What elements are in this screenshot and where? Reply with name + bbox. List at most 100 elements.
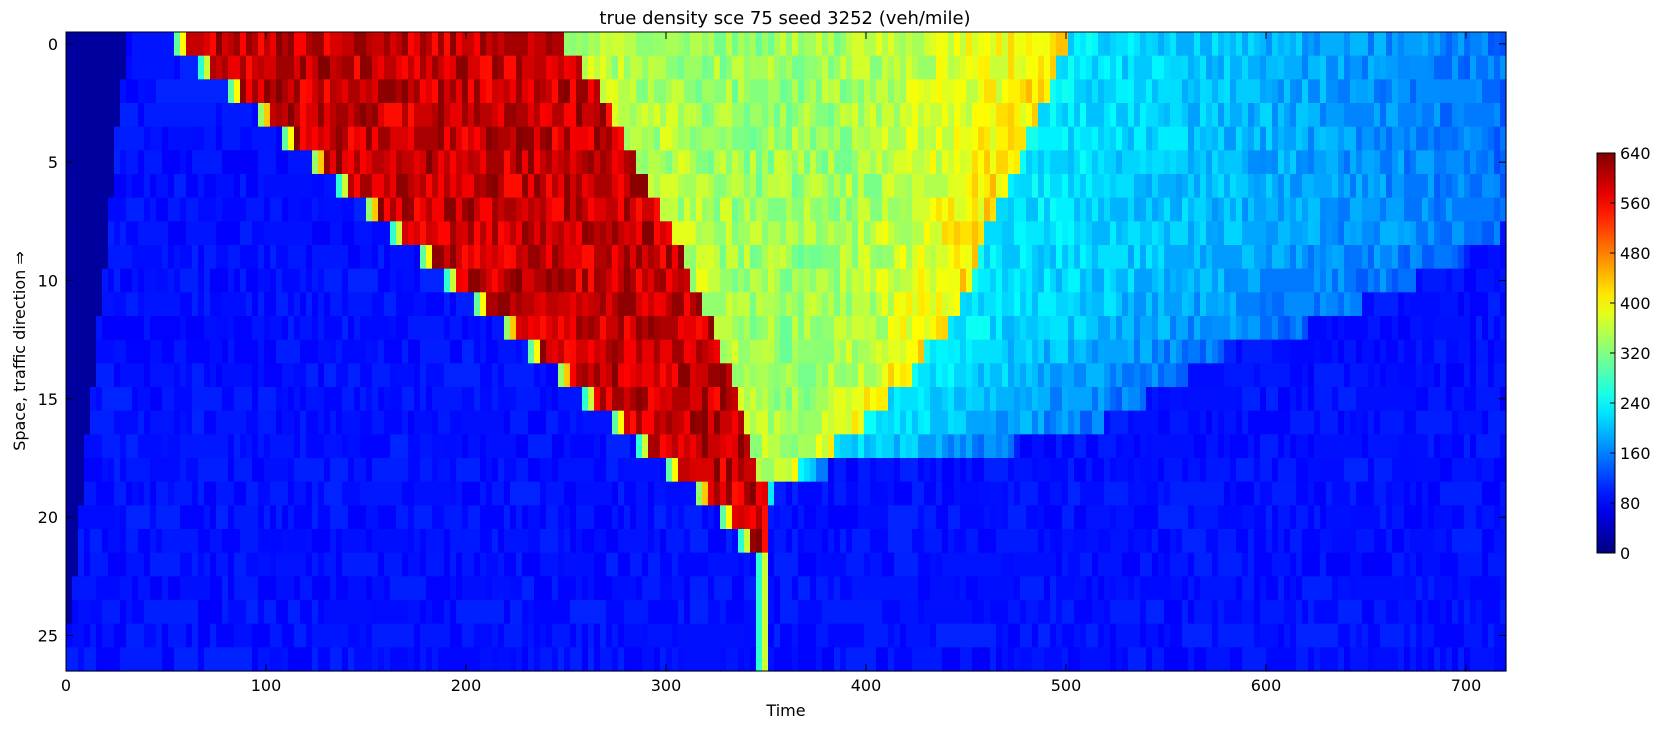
heatmap-cell <box>1464 505 1477 530</box>
heatmap-cell <box>1296 458 1309 483</box>
heatmap-cell <box>870 458 877 483</box>
heatmap-cell <box>330 32 343 57</box>
heatmap-cell <box>1470 434 1477 459</box>
heatmap-cell <box>666 268 673 293</box>
heatmap-cell <box>1344 268 1357 293</box>
heatmap-cell <box>216 197 223 222</box>
heatmap-cell <box>678 55 685 80</box>
heatmap-cell <box>606 623 613 648</box>
heatmap-cell <box>726 434 733 459</box>
heatmap-cell <box>348 647 355 672</box>
heatmap-cell <box>1020 268 1027 293</box>
heatmap-cell <box>720 150 727 175</box>
heatmap-cell <box>102 529 109 554</box>
heatmap-cell <box>552 126 559 151</box>
heatmap-cell <box>546 245 553 270</box>
heatmap-cell <box>738 387 745 412</box>
heatmap-cell <box>468 505 481 530</box>
heatmap-cell <box>1074 103 1081 128</box>
heatmap-cell <box>1224 55 1231 80</box>
heatmap-cell <box>1242 126 1249 151</box>
heatmap-cell <box>558 576 577 601</box>
heatmap-cell <box>96 576 121 601</box>
heatmap-cell <box>540 103 547 128</box>
heatmap-cell <box>1188 268 1195 293</box>
heatmap-cell <box>432 32 439 57</box>
heatmap-cell <box>138 529 151 554</box>
heatmap-cell <box>1254 103 1261 128</box>
heatmap-cell <box>960 245 967 270</box>
heatmap-cell <box>456 221 463 246</box>
heatmap-cell <box>312 150 319 175</box>
heatmap-cell <box>144 292 181 317</box>
heatmap-cell <box>1266 387 1279 412</box>
heatmap-cell <box>834 458 847 483</box>
heatmap-cell <box>432 434 439 459</box>
heatmap-cell <box>306 55 313 80</box>
heatmap-cell <box>1380 339 1387 364</box>
heatmap-cell <box>276 387 283 412</box>
heatmap-cell <box>558 55 565 80</box>
heatmap-cell <box>1158 79 1183 104</box>
heatmap-cell <box>504 410 511 435</box>
heatmap-cell <box>1074 623 1081 648</box>
heatmap-cell <box>1110 103 1117 128</box>
heatmap-cell <box>1290 623 1297 648</box>
heatmap-cell <box>1410 221 1417 246</box>
heatmap-cell <box>1164 600 1183 625</box>
heatmap-cell <box>222 55 229 80</box>
heatmap-cell <box>366 339 373 364</box>
heatmap-cell <box>696 410 703 435</box>
heatmap-cell <box>828 576 835 601</box>
heatmap-cell <box>918 103 925 128</box>
heatmap-cell <box>1362 434 1369 459</box>
heatmap-cell <box>996 316 1003 341</box>
heatmap-cell <box>720 245 727 270</box>
heatmap-cell <box>1098 552 1123 577</box>
heatmap-cell <box>420 339 451 364</box>
heatmap-cell <box>606 197 619 222</box>
heatmap-cell <box>396 505 409 530</box>
heatmap-cell <box>1416 221 1429 246</box>
heatmap-cell <box>918 505 925 530</box>
heatmap-cell <box>684 647 721 672</box>
heatmap-cell <box>528 221 535 246</box>
heatmap-cell <box>1386 55 1399 80</box>
heatmap-cell <box>216 505 229 530</box>
heatmap-cell <box>1074 434 1087 459</box>
heatmap-cell <box>216 552 229 577</box>
heatmap-cell <box>1284 126 1297 151</box>
heatmap-cell <box>1392 552 1405 577</box>
heatmap-cell <box>654 529 661 554</box>
heatmap-cell <box>510 150 517 175</box>
heatmap-cell <box>972 268 979 293</box>
heatmap-cell <box>1212 221 1219 246</box>
heatmap-cell <box>480 434 487 459</box>
heatmap-cell <box>258 79 265 104</box>
heatmap-cell <box>390 197 397 222</box>
heatmap-cell <box>414 221 421 246</box>
heatmap-cell <box>756 623 763 648</box>
heatmap-cell <box>1374 339 1381 364</box>
heatmap-cell <box>780 245 787 270</box>
heatmap-cell <box>882 221 889 246</box>
heatmap-cell <box>1098 245 1129 270</box>
heatmap-cell <box>102 387 133 412</box>
heatmap-cell <box>690 268 697 293</box>
heatmap-cell <box>522 552 541 577</box>
heatmap-cell <box>1296 126 1303 151</box>
heatmap-cell <box>282 103 289 128</box>
heatmap-cell <box>1230 292 1237 317</box>
heatmap-cell <box>474 245 481 270</box>
heatmap-cell <box>1080 103 1087 128</box>
heatmap-cell <box>372 79 379 104</box>
heatmap-cell <box>822 174 829 199</box>
heatmap-cell <box>738 197 745 222</box>
heatmap-cell <box>744 174 751 199</box>
heatmap-cell <box>258 55 265 80</box>
heatmap-cell <box>846 197 853 222</box>
heatmap-cell <box>276 150 289 175</box>
heatmap-cell <box>1008 126 1015 151</box>
heatmap-cell <box>1404 552 1411 577</box>
heatmap-cell <box>354 647 373 672</box>
